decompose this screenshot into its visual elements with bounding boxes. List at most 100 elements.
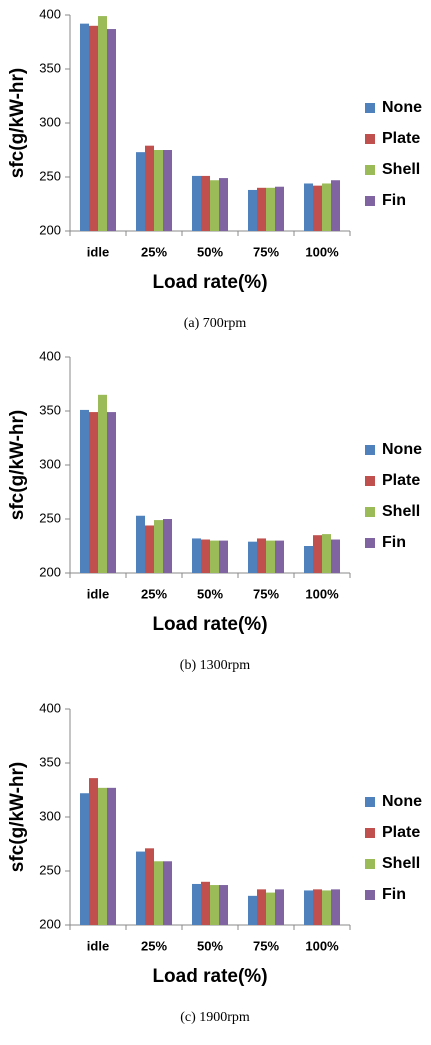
bar [275, 540, 284, 573]
bar [266, 540, 275, 573]
bar [266, 892, 275, 925]
x-axis-title: Load rate(%) [152, 272, 267, 293]
legend-swatch [365, 538, 375, 548]
bar [154, 150, 163, 231]
bar [98, 16, 107, 231]
caption: (b) 1300rpm [180, 658, 250, 673]
legend-label: None [382, 793, 422, 810]
bar [136, 152, 145, 231]
bar [145, 848, 154, 925]
bar [322, 183, 331, 231]
x-tick-label: 25% [141, 938, 167, 953]
x-tick-label: 25% [141, 586, 167, 601]
bar [322, 534, 331, 573]
bar [304, 183, 313, 231]
legend-swatch [365, 507, 375, 517]
x-tick-label: 75% [253, 586, 279, 601]
bar [98, 787, 107, 925]
x-tick-label: 50% [197, 586, 223, 601]
legend-label: Plate [382, 824, 420, 841]
bar [136, 851, 145, 925]
x-tick-label: 100% [305, 938, 339, 953]
y-tick-label: 200 [39, 564, 61, 579]
x-tick-label: 100% [305, 244, 339, 259]
bar [136, 515, 145, 573]
legend-swatch [365, 828, 375, 838]
bar [275, 186, 284, 231]
legend-swatch [365, 134, 375, 144]
bar [257, 889, 266, 925]
x-tick-label: 75% [253, 244, 279, 259]
legend-label: Shell [382, 503, 420, 520]
y-axis-title: sfc(g/kW-hr) [7, 762, 28, 872]
legend-swatch [365, 890, 375, 900]
legend-swatch [365, 165, 375, 175]
x-tick-label: idle [87, 586, 109, 601]
legend-swatch [365, 797, 375, 807]
bar [192, 175, 201, 231]
bar [98, 394, 107, 573]
bar [80, 409, 89, 573]
legend-label: Fin [382, 886, 406, 903]
x-tick-label: 100% [305, 586, 339, 601]
y-tick-label: 400 [39, 6, 61, 21]
bar [80, 793, 89, 925]
bar [210, 540, 219, 573]
legend-swatch [365, 103, 375, 113]
y-tick-label: 200 [39, 222, 61, 237]
legend-label: Fin [382, 192, 406, 209]
y-tick-label: 250 [39, 168, 61, 183]
y-tick-label: 400 [39, 348, 61, 363]
y-tick-label: 250 [39, 510, 61, 525]
bar [154, 861, 163, 925]
legend-label: Shell [382, 855, 420, 872]
bar [313, 185, 322, 231]
bar [266, 187, 275, 231]
bar [145, 145, 154, 231]
legend-label: Fin [382, 534, 406, 551]
bar [219, 540, 228, 573]
bar [107, 29, 116, 232]
bar [257, 538, 266, 573]
x-tick-label: 25% [141, 244, 167, 259]
legend-label: Plate [382, 130, 420, 147]
bar [163, 150, 172, 231]
legend-label: None [382, 99, 422, 116]
bar [145, 525, 154, 573]
legend-swatch [365, 196, 375, 206]
y-tick-label: 300 [39, 456, 61, 471]
x-tick-label: 75% [253, 938, 279, 953]
bar [201, 881, 210, 925]
bar [313, 535, 322, 573]
legend-swatch [365, 445, 375, 455]
y-tick-label: 350 [39, 60, 61, 75]
y-tick-label: 350 [39, 402, 61, 417]
legend-label: Shell [382, 161, 420, 178]
bar [257, 187, 266, 231]
caption: (c) 1900rpm [180, 1010, 250, 1025]
bar [163, 861, 172, 925]
x-tick-label: 50% [197, 244, 223, 259]
bar [107, 412, 116, 573]
bar [275, 889, 284, 925]
bar [322, 890, 331, 925]
legend-label: None [382, 441, 422, 458]
bar [80, 23, 89, 231]
bar [192, 883, 201, 925]
bar [248, 895, 257, 925]
bar [201, 539, 210, 573]
legend-swatch [365, 859, 375, 869]
legend-label: Plate [382, 472, 420, 489]
bar [331, 180, 340, 231]
bar [89, 778, 98, 925]
bar [248, 541, 257, 573]
y-tick-label: 350 [39, 754, 61, 769]
bar [192, 538, 201, 573]
y-tick-label: 250 [39, 862, 61, 877]
bar [89, 25, 98, 231]
y-tick-label: 300 [39, 808, 61, 823]
bar [219, 178, 228, 231]
legend-swatch [365, 476, 375, 486]
y-tick-label: 300 [39, 114, 61, 129]
